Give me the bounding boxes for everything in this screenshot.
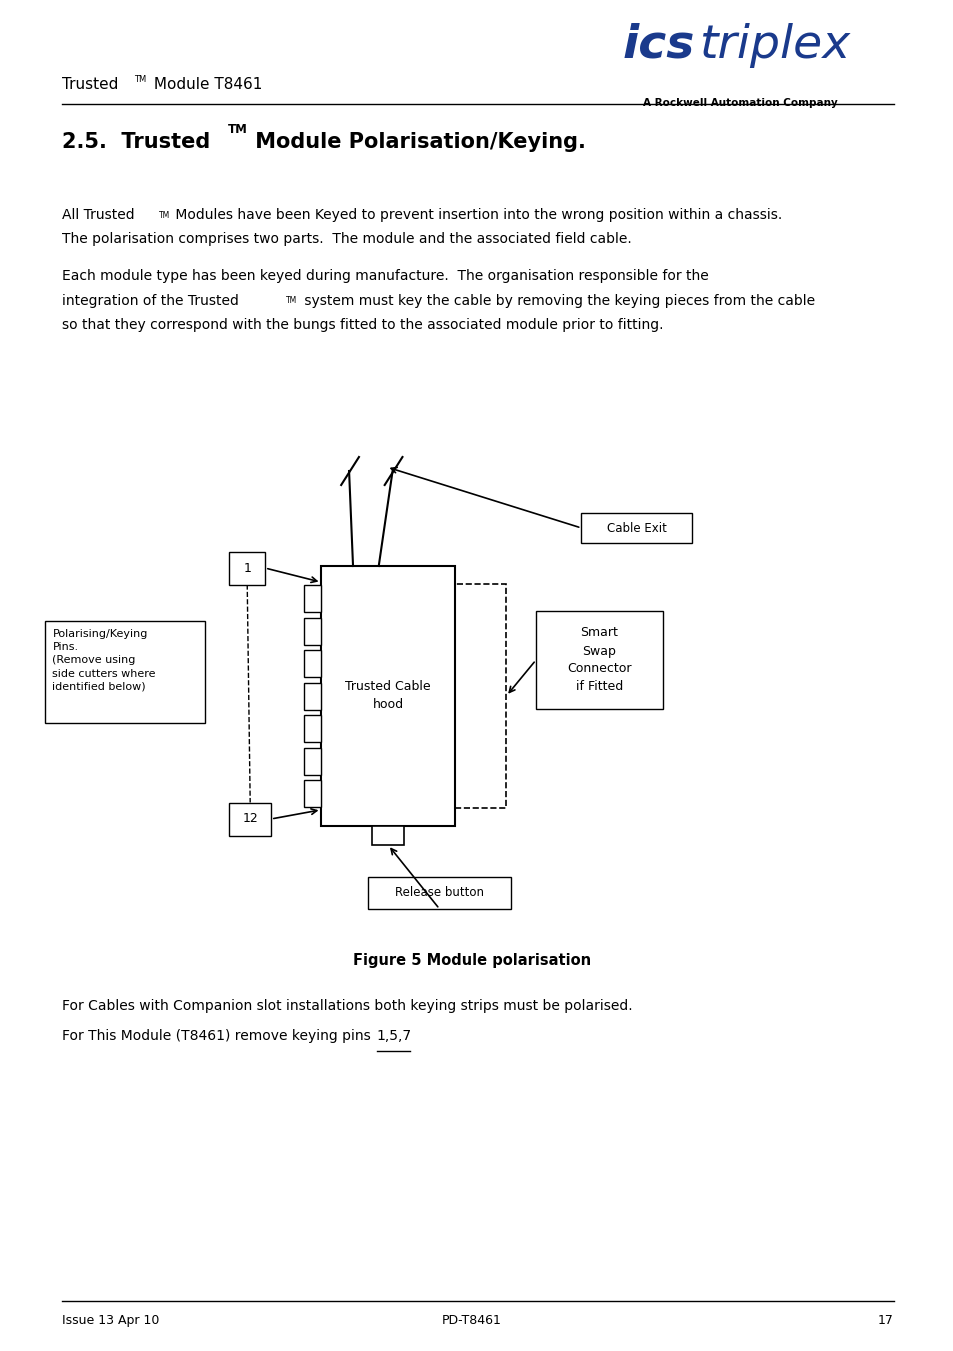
Text: system must key the cable by removing the keying pieces from the cable: system must key the cable by removing th… xyxy=(299,293,814,308)
Bar xyxy=(536,611,662,709)
Text: so that they correspond with the bungs fitted to the associated module prior to : so that they correspond with the bungs f… xyxy=(62,317,663,332)
Text: Module T8461: Module T8461 xyxy=(150,77,262,92)
Text: Polarising/Keying
Pins.
(Remove using
side cutters where
identified below): Polarising/Keying Pins. (Remove using si… xyxy=(52,630,155,692)
Bar xyxy=(229,551,265,585)
Text: TM: TM xyxy=(158,211,170,220)
Text: Each module type has been keyed during manufacture.  The organisation responsibl: Each module type has been keyed during m… xyxy=(62,269,708,282)
Text: Trusted: Trusted xyxy=(62,77,118,92)
Text: 1: 1 xyxy=(243,562,251,574)
Text: PD-T8461: PD-T8461 xyxy=(441,1315,501,1327)
Text: ics: ics xyxy=(622,23,695,68)
Text: Modules have been Keyed to prevent insertion into the wrong position within a ch: Modules have been Keyed to prevent inser… xyxy=(171,208,781,222)
Text: Release button: Release button xyxy=(395,886,483,900)
Text: Trusted Cable
hood: Trusted Cable hood xyxy=(345,681,431,712)
Bar xyxy=(581,513,692,543)
Bar xyxy=(372,825,404,844)
Text: Figure 5 Module polarisation: Figure 5 Module polarisation xyxy=(353,952,590,969)
Text: 17: 17 xyxy=(877,1315,893,1327)
Text: 12: 12 xyxy=(242,812,258,825)
Text: For Cables with Companion slot installations both keying strips must be polarise: For Cables with Companion slot installat… xyxy=(62,998,632,1013)
Bar xyxy=(229,802,271,835)
Text: Smart
Swap
Connector
if Fitted: Smart Swap Connector if Fitted xyxy=(566,627,631,693)
Text: 2.5.  Trusted: 2.5. Trusted xyxy=(62,132,211,153)
Text: A Rockwell Automation Company: A Rockwell Automation Company xyxy=(642,99,837,108)
Bar xyxy=(303,715,321,742)
Text: TM: TM xyxy=(286,296,296,305)
Text: Module Polarisation/Keying.: Module Polarisation/Keying. xyxy=(248,132,585,153)
Bar xyxy=(303,780,321,807)
Bar xyxy=(455,584,506,808)
Bar xyxy=(303,650,321,677)
Bar xyxy=(303,682,321,709)
Bar xyxy=(303,585,321,612)
Text: 1,5,7: 1,5,7 xyxy=(376,1029,412,1043)
Bar xyxy=(303,617,321,644)
Text: Cable Exit: Cable Exit xyxy=(606,521,666,535)
Bar xyxy=(321,566,455,825)
Text: Issue 13 Apr 10: Issue 13 Apr 10 xyxy=(62,1315,159,1327)
Text: integration of the Trusted: integration of the Trusted xyxy=(62,293,239,308)
Text: triplex: triplex xyxy=(700,23,850,68)
Bar xyxy=(45,621,205,723)
Text: TM: TM xyxy=(227,123,247,136)
Text: For This Module (T8461) remove keying pins: For This Module (T8461) remove keying pi… xyxy=(62,1029,379,1043)
Text: All Trusted: All Trusted xyxy=(62,208,134,222)
Text: TM: TM xyxy=(134,76,147,84)
Text: The polarisation comprises two parts.  The module and the associated field cable: The polarisation comprises two parts. Th… xyxy=(62,232,632,246)
Bar xyxy=(368,877,511,909)
Bar xyxy=(303,747,321,774)
